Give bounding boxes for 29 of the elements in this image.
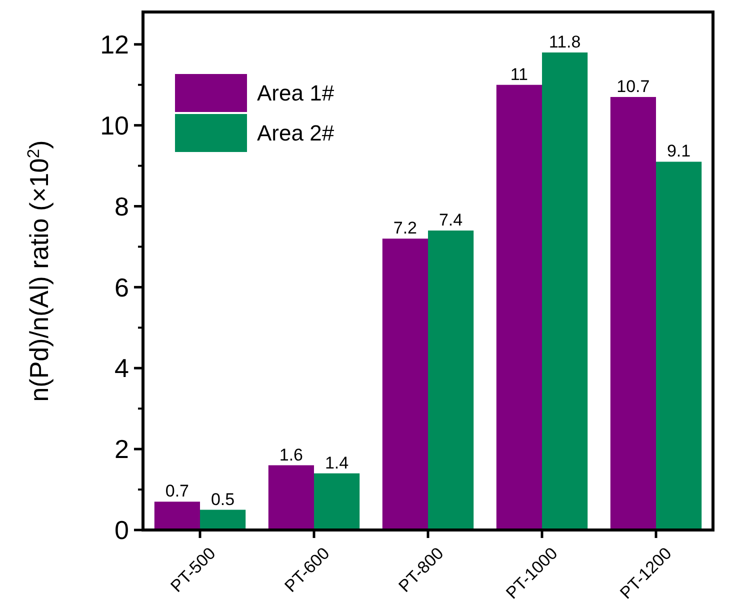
- y-tick-label: 2: [114, 434, 129, 464]
- data-label: 10.7: [616, 76, 650, 96]
- data-label: 0.5: [210, 490, 235, 509]
- data-label: 9.1: [666, 142, 691, 161]
- bar: [382, 238, 428, 530]
- data-label: 7.4: [438, 210, 463, 230]
- bar: [656, 162, 702, 530]
- bar: [200, 510, 246, 530]
- y-tick-label: 8: [114, 191, 129, 222]
- bar: [154, 502, 200, 530]
- y-tick-label: 10: [100, 110, 129, 140]
- data-label: 11.8: [548, 32, 581, 52]
- data-label: 0.7: [165, 482, 190, 501]
- data-label: 1.6: [279, 445, 304, 464]
- data-label: 7.2: [393, 218, 418, 238]
- legend-label: Area 2#: [257, 120, 335, 146]
- y-tick-label: 4: [114, 353, 129, 384]
- y-tick-label: 6: [114, 272, 129, 302]
- bar: [428, 230, 474, 530]
- bar: [496, 84, 542, 530]
- bar: [542, 52, 588, 530]
- bar: [610, 96, 656, 530]
- data-label: 1.4: [324, 453, 349, 472]
- y-tick-label: 0: [114, 515, 129, 546]
- y-tick-label: 12: [100, 29, 129, 60]
- data-label: 11: [510, 64, 528, 84]
- bar: [314, 473, 360, 530]
- legend-label: Area 1#: [257, 80, 335, 106]
- bar: [268, 465, 314, 530]
